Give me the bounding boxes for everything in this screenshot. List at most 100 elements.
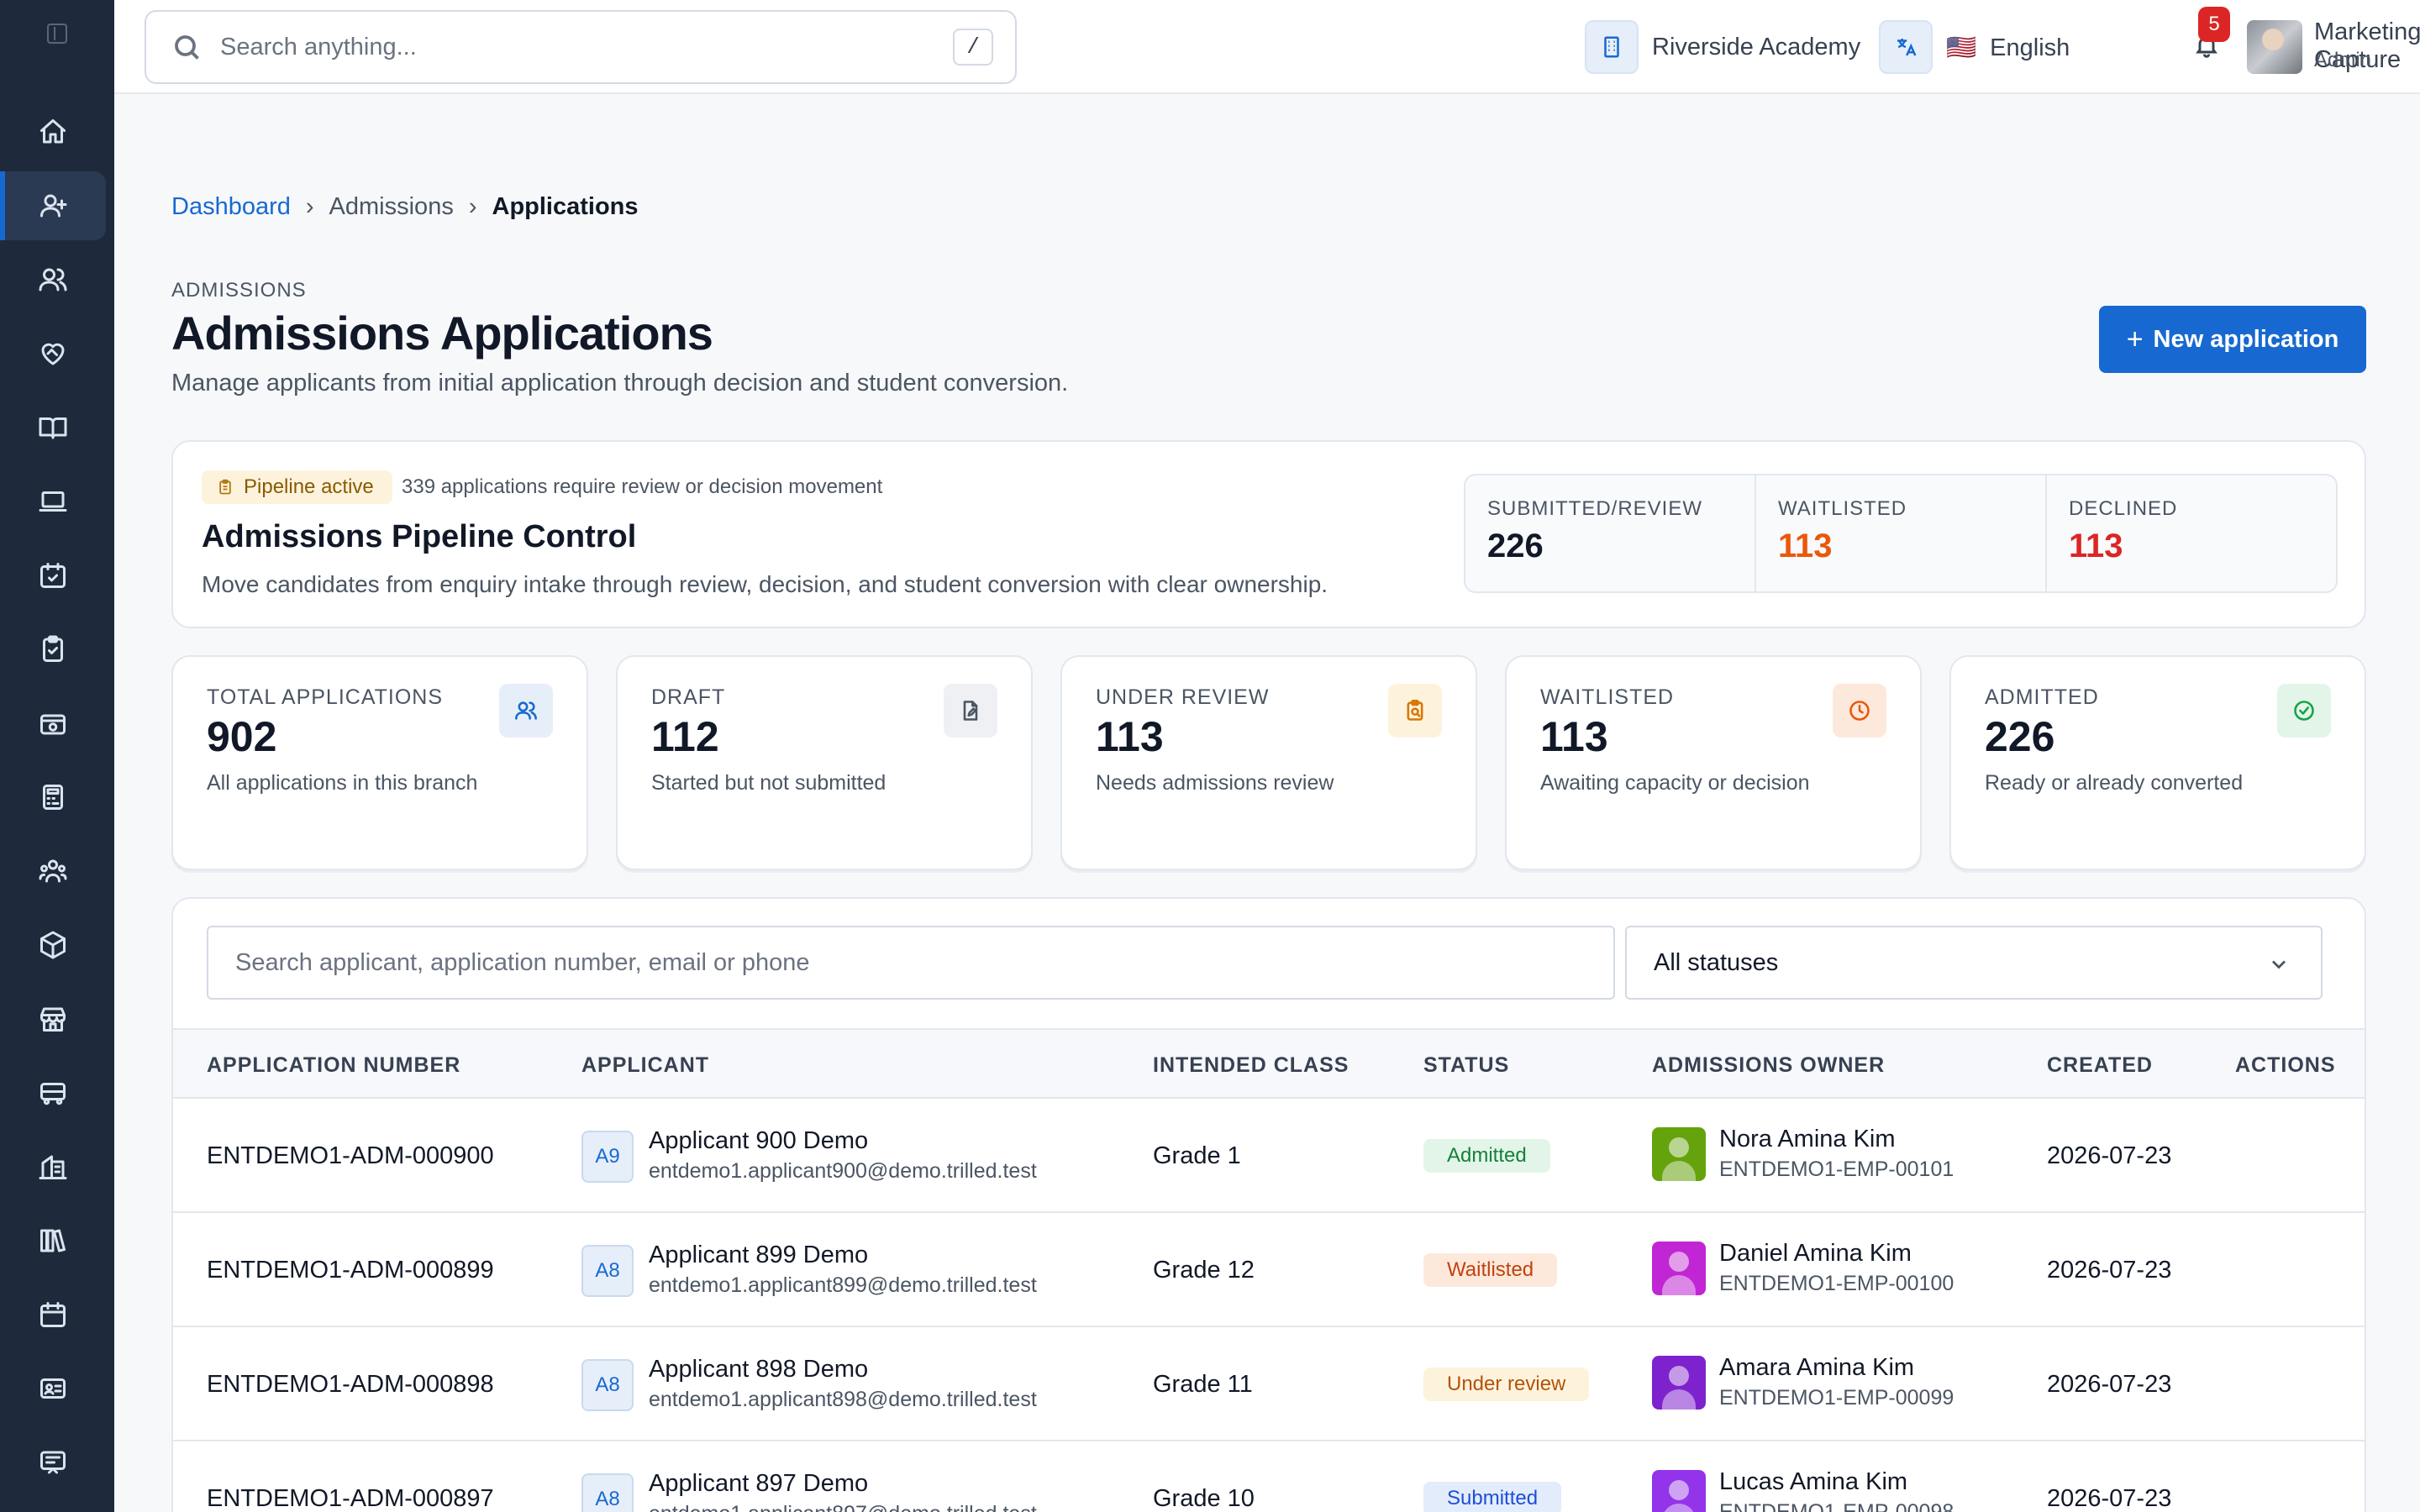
sidebar-item-store[interactable]	[0, 984, 106, 1053]
owner-name: Lucas Amina Kim	[1719, 1468, 1908, 1495]
plus-icon: +	[2126, 323, 2144, 355]
applicant-name[interactable]: Applicant 897 Demo	[649, 1470, 869, 1497]
global-search[interactable]: /	[145, 10, 1017, 84]
application-number[interactable]: ENTDEMO1-ADM-000898	[207, 1371, 494, 1398]
kpi-value: 112	[651, 713, 719, 760]
language-flag: 🇺🇸	[1946, 34, 1977, 61]
intended-class: Grade 1	[1153, 1142, 1241, 1169]
sidebar-item-bus[interactable]	[0, 1058, 106, 1127]
search-icon	[175, 35, 199, 60]
column-header: ACTIONS	[2235, 1053, 2336, 1077]
sidebar-item-laptop[interactable]	[0, 467, 106, 536]
intended-class: Grade 10	[1153, 1485, 1255, 1512]
kpi-value: 226	[1985, 713, 2055, 760]
pipeline-status-pill: Pipeline active	[202, 470, 392, 504]
kpi-card[interactable]: WAITLISTED 113 Awaiting capacity or decisi…	[1505, 655, 1922, 870]
sidebar-item-user-plus[interactable]	[0, 171, 106, 240]
table-row[interactable]: ENTDEMO1-ADM-000898 A8 Applicant 898 Demo e…	[173, 1327, 2365, 1441]
translate-icon[interactable]	[1879, 20, 1933, 74]
kpi-description: Ready or already converted	[1985, 771, 2244, 795]
application-number[interactable]: ENTDEMO1-ADM-000900	[207, 1142, 494, 1169]
sidebar-item-calendar[interactable]	[0, 1280, 106, 1349]
bus-icon	[40, 1083, 66, 1105]
applicant-name[interactable]: Applicant 899 Demo	[649, 1242, 869, 1268]
sidebar-item-library[interactable]	[0, 1206, 106, 1275]
sidebar-item-calendar-check[interactable]	[0, 541, 106, 610]
applications-panel: All statuses APPLICATION NUMBER APPLICANT…	[171, 897, 2366, 1512]
owner-avatar	[1652, 1356, 1706, 1410]
breadcrumb-dashboard[interactable]: Dashboard	[171, 193, 291, 220]
table-row[interactable]: ENTDEMO1-ADM-000900 A9 Applicant 900 Demo e…	[173, 1099, 2365, 1213]
application-number[interactable]: ENTDEMO1-ADM-000899	[207, 1257, 494, 1284]
breadcrumb-admissions[interactable]: Admissions	[329, 193, 454, 220]
language-selector[interactable]: 🇺🇸 English	[1946, 34, 2070, 62]
pipeline-stat: WAITLISTED 113	[1756, 475, 2047, 591]
building-icon	[39, 1155, 67, 1179]
sidebar-item-book-open[interactable]	[0, 393, 106, 462]
sidebar-item-calculator[interactable]	[0, 763, 106, 832]
avatar[interactable]	[2247, 20, 2302, 74]
table-row[interactable]: ENTDEMO1-ADM-000899 A8 Applicant 899 Demo e…	[173, 1213, 2365, 1327]
clipboard-check-icon	[43, 635, 63, 662]
created-date: 2026-07-23	[2047, 1485, 2172, 1512]
sidebar-item-building[interactable]	[0, 1132, 106, 1201]
table-row[interactable]: ENTDEMO1-ADM-000897 A8 Applicant 897 Demo e…	[173, 1441, 2365, 1512]
pipeline-stat-value: 113	[1778, 528, 1833, 564]
status-badge: Under review	[1423, 1368, 1590, 1401]
sidebar-item-receipt[interactable]	[0, 1428, 106, 1497]
kpi-card[interactable]: ADMITTED 226 Ready or already converted	[1949, 655, 2366, 870]
sidebar-toggle-icon[interactable]	[47, 24, 67, 44]
kpi-label: TOTAL APPLICATIONS	[207, 685, 444, 709]
branch-building-icon[interactable]	[1585, 20, 1639, 74]
applicant-name[interactable]: Applicant 898 Demo	[649, 1356, 869, 1383]
sidebar-item-clipboard-check[interactable]	[0, 615, 106, 684]
sidebar-item-heart-handshake[interactable]	[0, 319, 106, 388]
sidebar-item-users[interactable]	[0, 245, 106, 314]
owner-id: ENTDEMO1-EMP-00100	[1719, 1272, 1954, 1295]
kpi-label: ADMITTED	[1985, 685, 2099, 709]
application-number[interactable]: ENTDEMO1-ADM-000897	[207, 1485, 494, 1512]
column-header: CREATED	[2047, 1053, 2153, 1077]
new-application-button[interactable]: + New application	[2099, 306, 2366, 373]
sidebar-item-wallet[interactable]	[0, 689, 106, 758]
calendar-icon	[40, 1302, 66, 1327]
wallet-icon	[40, 714, 66, 735]
kpi-description: Awaiting capacity or decision	[1540, 771, 1810, 795]
laptop-icon	[39, 491, 67, 512]
owner-name: Nora Amina Kim	[1719, 1126, 1896, 1152]
branch-name[interactable]: Riverside Academy	[1652, 34, 1861, 60]
owner-id: ENTDEMO1-EMP-00099	[1719, 1386, 1954, 1410]
kpi-card[interactable]: TOTAL APPLICATIONS 902 All applications in…	[171, 655, 588, 870]
owner-avatar	[1652, 1470, 1706, 1512]
users-icon	[499, 684, 553, 738]
applicant-name[interactable]: Applicant 900 Demo	[649, 1127, 869, 1154]
sidebar-item-user-group[interactable]	[0, 837, 106, 906]
breadcrumb-separator: ›	[468, 193, 477, 220]
kpi-description: Started but not submitted	[651, 771, 886, 795]
pipeline-stat-label: DECLINED	[2069, 497, 2178, 520]
kpi-card[interactable]: UNDER REVIEW 113 Needs admissions review	[1060, 655, 1477, 870]
applicant-email: entdemo1.applicant899@demo.trilled.test	[649, 1273, 1037, 1297]
language-label: English	[1990, 34, 2070, 61]
created-date: 2026-07-23	[2047, 1142, 2172, 1169]
heart-handshake-icon	[41, 343, 65, 365]
global-search-input[interactable]	[220, 33, 909, 61]
check-circle-icon	[2277, 684, 2331, 738]
sidebar-item-id-card[interactable]	[0, 1354, 106, 1423]
applicant-email: entdemo1.applicant897@demo.trilled.test	[649, 1502, 1037, 1512]
application-search-input[interactable]	[207, 926, 1615, 1000]
users-icon	[39, 268, 67, 291]
clipboard-search-icon	[1388, 684, 1442, 738]
kpi-card[interactable]: DRAFT 112 Started but not submitted	[616, 655, 1033, 870]
owner-avatar	[1652, 1242, 1706, 1295]
page-eyebrow: ADMISSIONS	[171, 279, 307, 302]
new-application-label: New application	[2153, 325, 2339, 353]
applicant-initials: A9	[581, 1131, 634, 1183]
sidebar-item-home[interactable]	[0, 97, 106, 166]
user-name[interactable]: Marketing Capture	[2314, 18, 2420, 73]
status-badge: Submitted	[1423, 1482, 1562, 1512]
sidebar-item-package[interactable]	[0, 911, 106, 979]
calculator-icon	[43, 785, 63, 810]
kpi-value: 902	[207, 713, 277, 760]
status-filter-select[interactable]: All statuses	[1625, 926, 2323, 1000]
